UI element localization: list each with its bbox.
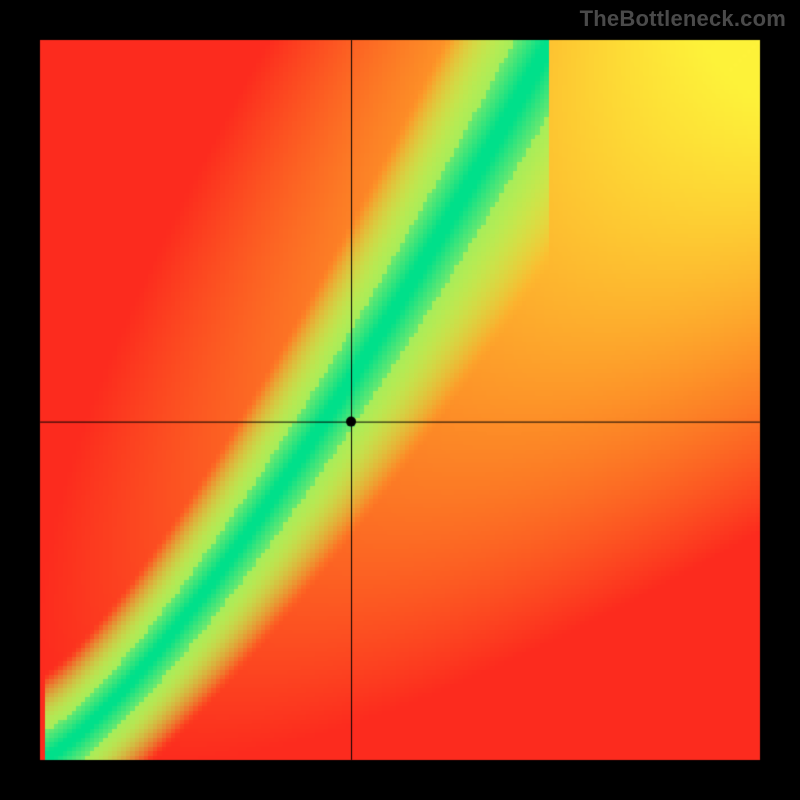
chart-stage: { "watermark": { "text": "TheBottleneck.… — [0, 0, 800, 800]
crosshair-overlay — [0, 0, 800, 800]
watermark-text: TheBottleneck.com — [580, 6, 786, 32]
